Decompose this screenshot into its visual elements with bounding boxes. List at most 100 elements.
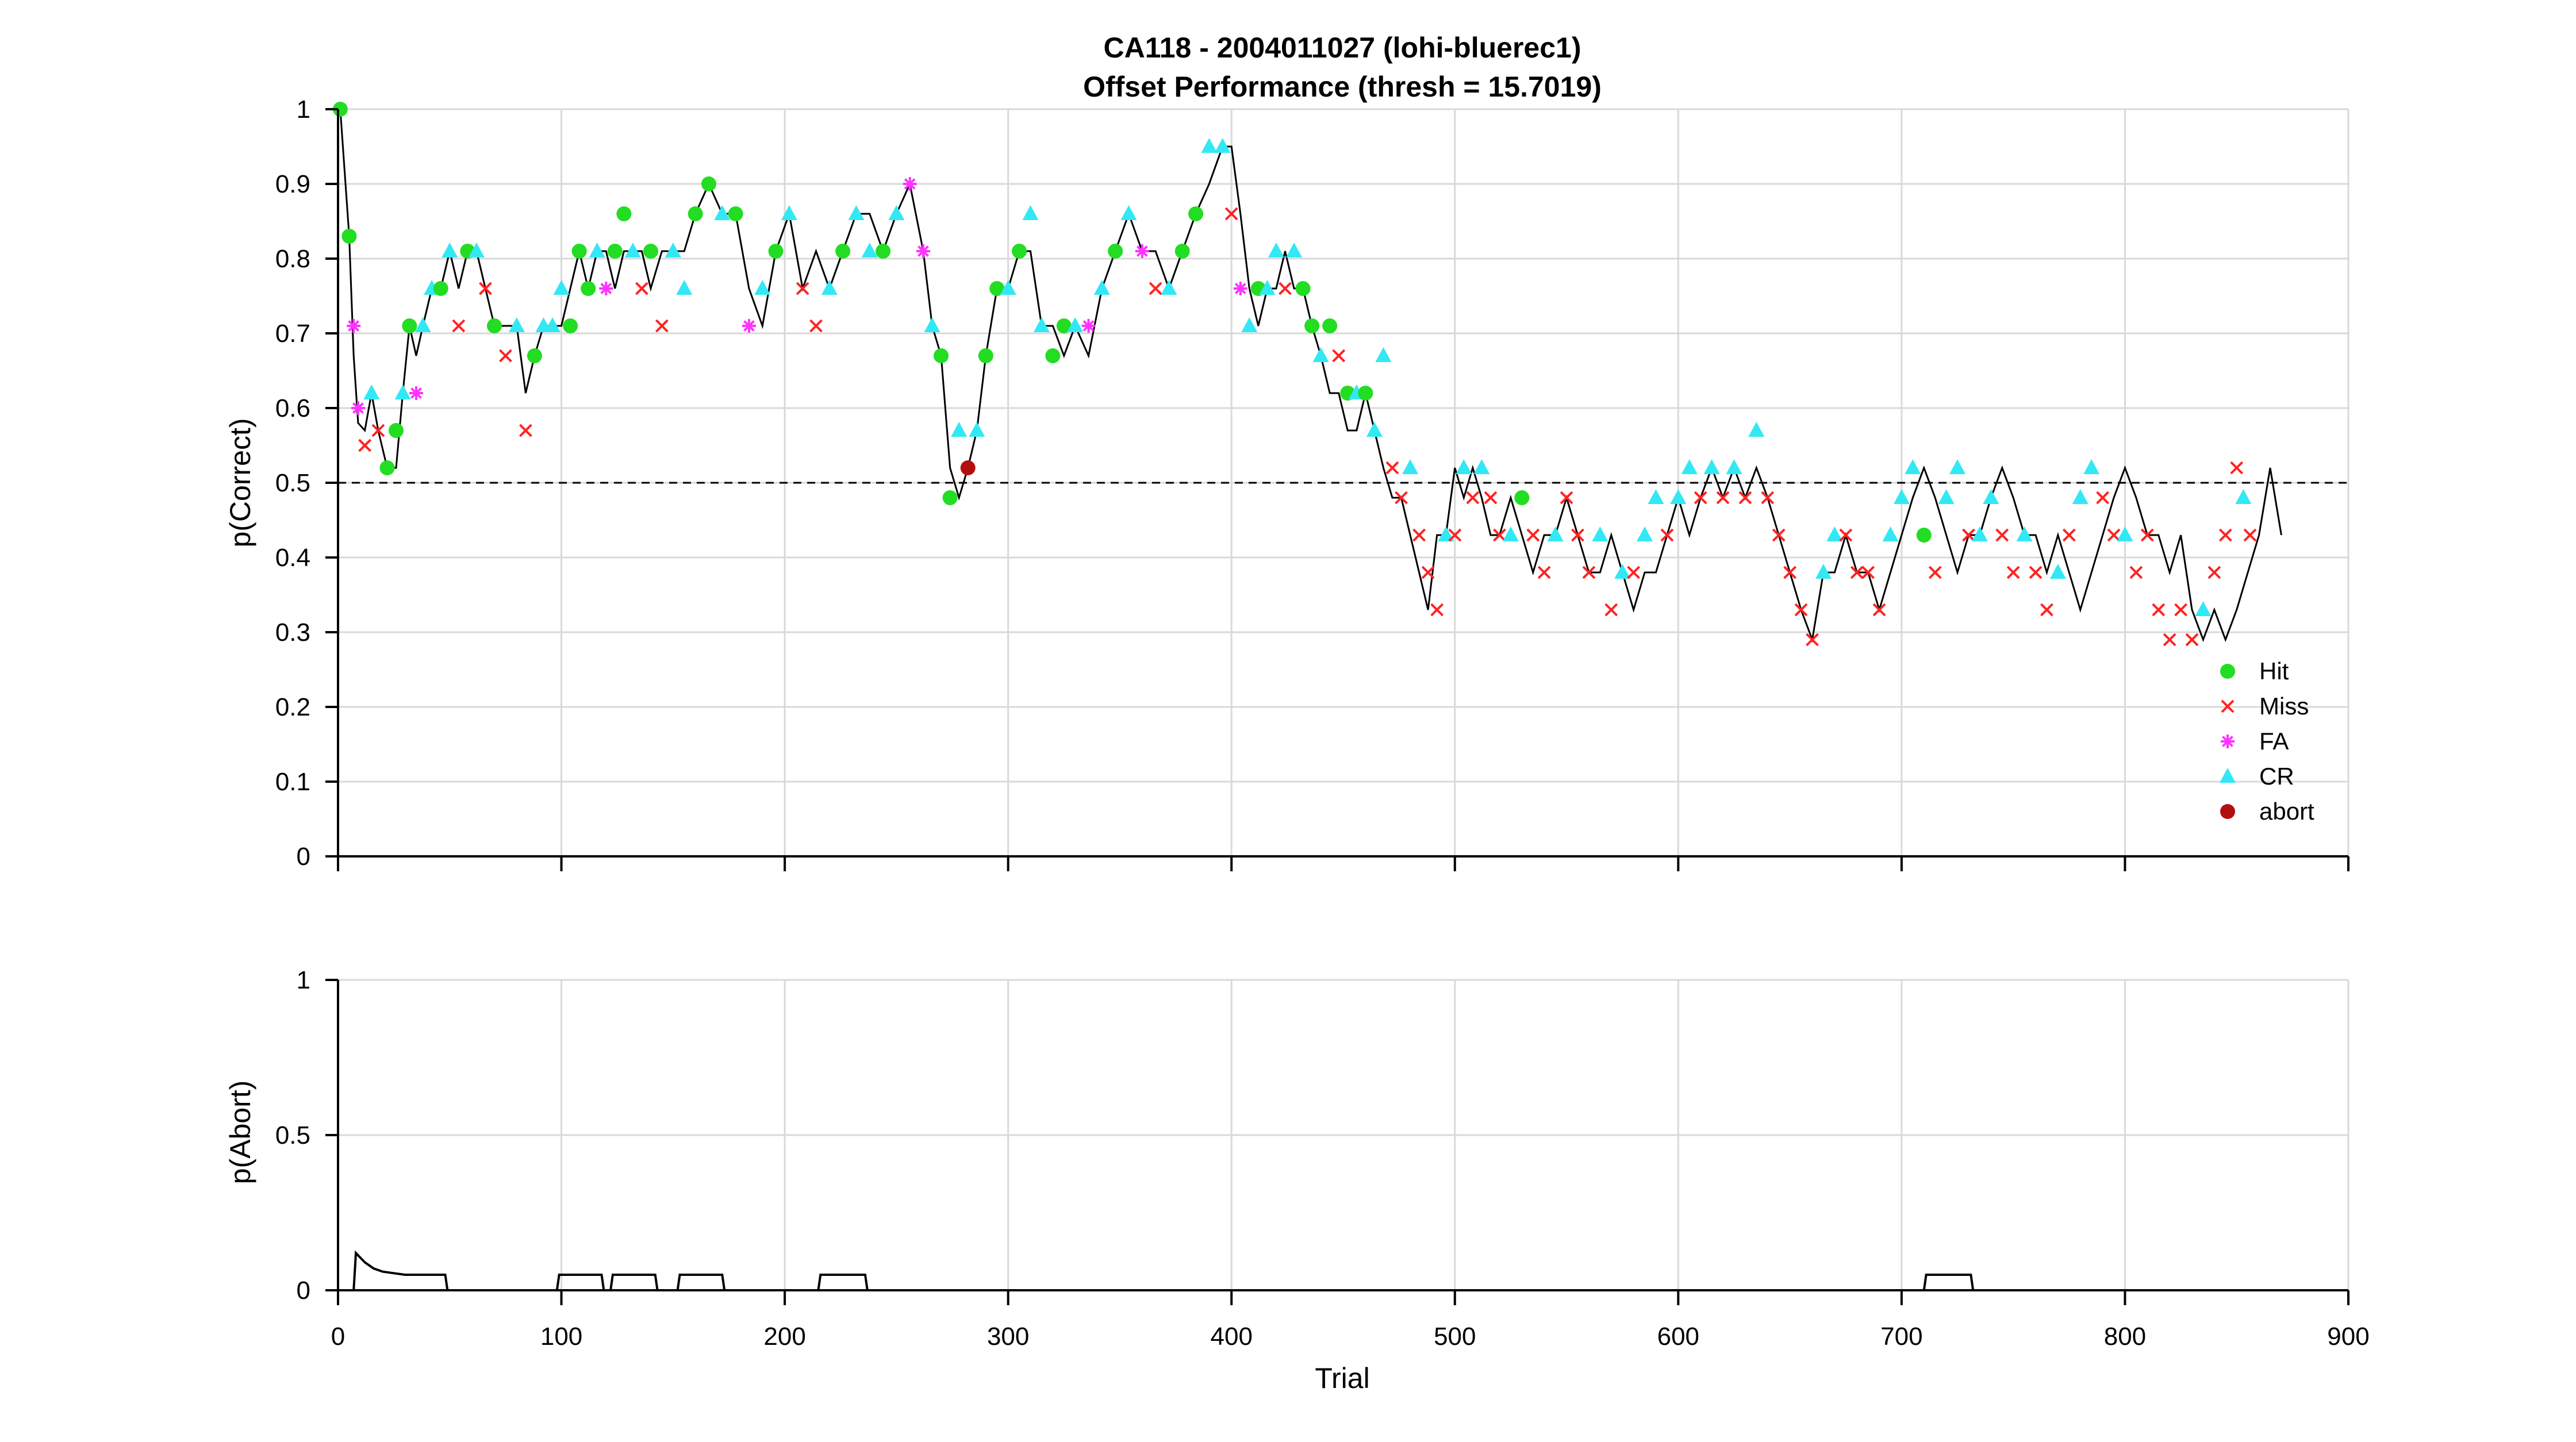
legend-marker-hit (2220, 664, 2235, 679)
marker-miss (1783, 566, 1797, 579)
marker-cr (676, 280, 693, 295)
marker-cr (1670, 489, 1687, 504)
bottom-xtick-label: 200 (763, 1322, 805, 1351)
marker-cr (1161, 280, 1177, 295)
marker-miss-stroke (1395, 491, 1408, 505)
marker-miss-stroke (635, 282, 648, 295)
marker-hit (701, 176, 717, 191)
marker-miss-stroke (1493, 528, 1506, 542)
marker-miss (1627, 566, 1641, 579)
marker-cr (2235, 489, 2252, 504)
bottom-panel: 0 100 200 300 400 500 600 700 800 900 0 0.5 1 p(Abor… (224, 966, 2370, 1394)
marker-cr (1547, 526, 1564, 541)
marker-hit (876, 244, 891, 259)
marker-miss-stroke (358, 439, 372, 452)
marker-cr (1726, 459, 1742, 474)
marker-miss (1962, 528, 1975, 542)
marker-cr (1949, 459, 1966, 474)
marker-cr (1214, 138, 1231, 153)
marker-hit (934, 348, 949, 363)
marker-miss (1995, 528, 2009, 542)
marker-cr (2117, 526, 2133, 541)
marker-cr (754, 280, 771, 295)
bottom-xtick-label: 500 (1434, 1322, 1476, 1351)
chart-title: CA118 - 2004011027 (lohi-bluerec1) (1103, 32, 1581, 64)
bottom-ytick-label: 0 (297, 1276, 310, 1305)
top-panel: 0 0.1 0.2 0.3 0.4 0.5 0.6 0.7 0.8 0.9 1 p(Correct)… (224, 95, 2350, 871)
marker-cr (1882, 526, 1899, 541)
marker-hit (341, 229, 357, 244)
marker-miss-stroke (1279, 282, 1292, 295)
marker-miss-stroke (499, 349, 512, 363)
marker-hit (433, 281, 448, 296)
marker-miss (2006, 566, 2020, 579)
marker-cr (1748, 422, 1765, 437)
marker-cr (1637, 526, 1653, 541)
marker-cr (1259, 280, 1276, 295)
marker-miss-stroke (1794, 603, 1808, 617)
marker-miss (479, 282, 492, 295)
marker-miss-stroke (1537, 566, 1551, 579)
top-ylabel: p(Correct) (224, 418, 256, 547)
marker-miss-stroke (1928, 566, 1942, 579)
marker-cr (969, 422, 985, 437)
marker-hit (835, 244, 851, 259)
marker-miss (1582, 566, 1596, 579)
marker-miss-stroke (2185, 633, 2199, 647)
marker-miss-stroke (2096, 491, 2110, 505)
marker-miss (2185, 633, 2199, 647)
marker-miss-stroke (1149, 282, 1162, 295)
marker-cr (1473, 459, 1490, 474)
marker-cr (1312, 347, 1329, 362)
marker-miss (1839, 528, 1853, 542)
marker-fa-stroke (348, 320, 360, 332)
marker-miss (1448, 528, 1462, 542)
marker-cr (714, 205, 731, 220)
marker-miss (1149, 282, 1162, 295)
marker-miss-stroke (2152, 603, 2166, 617)
marker-hit (1174, 244, 1190, 259)
top-ytick-label: 0.8 (275, 245, 310, 273)
marker-miss-stroke (1526, 528, 1540, 542)
top-ytick-label: 0.3 (275, 618, 310, 647)
legend-label-miss: Miss (2259, 693, 2309, 720)
top-ytick-label: 0.9 (275, 170, 310, 198)
bottom-ylabel: p(Abort) (224, 1080, 256, 1185)
marker-cr (624, 243, 641, 257)
marker-miss-stroke (2006, 566, 2020, 579)
marker-miss-stroke (1448, 528, 1462, 542)
marker-cr (848, 205, 865, 220)
marker-cr (1592, 526, 1608, 541)
marker-fa-stroke (1234, 283, 1246, 294)
marker-hit (1012, 244, 1027, 259)
marker-cr (1201, 138, 1218, 153)
marker-fa-stroke (917, 245, 929, 257)
marker-miss-stroke (1772, 528, 1786, 542)
top-ytick-label: 0.4 (275, 544, 310, 572)
marker-hit (389, 423, 404, 438)
marker-miss (1412, 528, 1426, 542)
marker-hit (1295, 281, 1311, 296)
marker-hit (1358, 386, 1373, 401)
marker-miss (1806, 633, 1819, 647)
marker-miss (2174, 603, 2187, 617)
marker-cr (861, 243, 878, 257)
marker-hit (1056, 318, 1072, 333)
marker-cr (924, 317, 940, 332)
marker-miss (358, 439, 372, 452)
marker-cr (1681, 459, 1698, 474)
marker-miss (1761, 491, 1775, 505)
marker-miss-stroke (1761, 491, 1775, 505)
marker-hit (527, 348, 542, 363)
marker-cr (1815, 564, 1832, 579)
marker-miss (1604, 603, 1618, 617)
bottom-ytick-label: 1 (297, 966, 310, 994)
marker-abort (960, 460, 976, 475)
marker-miss-stroke (796, 282, 809, 295)
marker-cr (589, 243, 605, 257)
legend: Hit Miss FA CR abort (2220, 657, 2314, 825)
marker-miss-stroke (1861, 566, 1875, 579)
marker-cr (2072, 489, 2089, 504)
marker-cr (1971, 526, 1988, 541)
marker-hit (1108, 244, 1123, 259)
